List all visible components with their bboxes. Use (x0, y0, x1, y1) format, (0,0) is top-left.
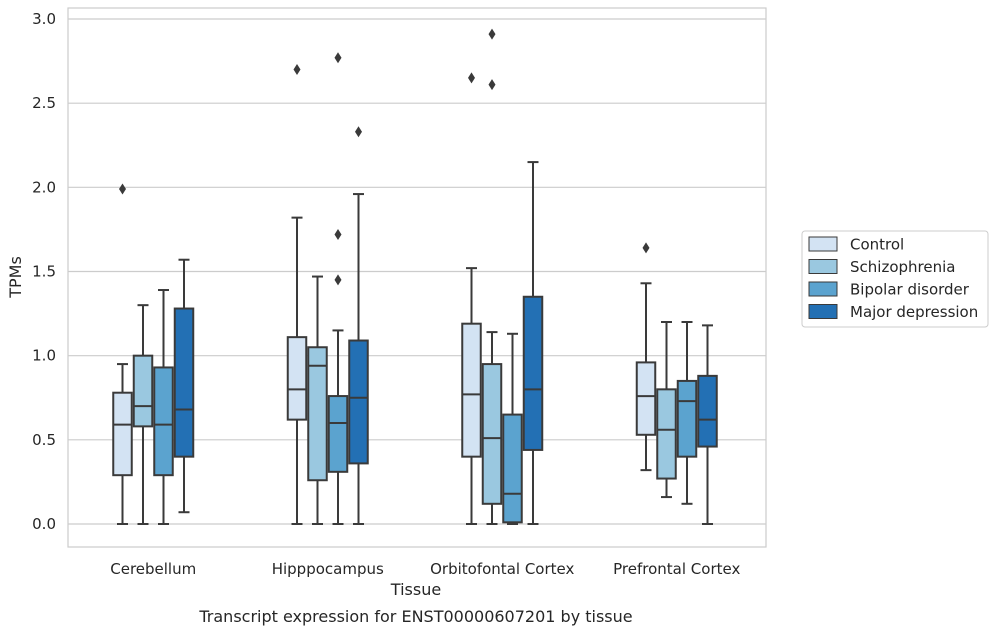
box-body (112, 391, 133, 477)
box-1-4 (635, 242, 657, 472)
legend-swatch (808, 236, 838, 252)
legend-label: Major depression (850, 303, 978, 321)
x-tick-label: Hipppocampus (272, 560, 384, 578)
x-axis-title: Tissue (390, 580, 441, 599)
x-tick-label: Orbitofontal Cortex (430, 560, 574, 578)
outlier-point (468, 72, 475, 84)
box-body (461, 322, 482, 458)
legend: Control Schizophrenia Bipolar disorder Majo… (801, 230, 989, 328)
y-tick-label: 2.5 (32, 94, 56, 112)
y-axis-title: TPMs (6, 256, 25, 299)
outlier-point (119, 183, 126, 195)
box-3-4 (676, 321, 698, 505)
y-tick-label: 2.0 (32, 178, 56, 196)
box-4-1 (173, 258, 195, 514)
box-1-3 (461, 72, 482, 525)
box-body (676, 379, 698, 458)
box-body (697, 374, 718, 448)
box-2-1 (132, 304, 154, 525)
box-2-3 (481, 28, 503, 525)
y-tick-labels: 0.0 0.5 1.0 1.5 2.0 2.5 3.0 (32, 10, 56, 533)
outlier-point (642, 242, 650, 254)
box-4-2 (348, 126, 369, 525)
box-3-3 (502, 332, 523, 525)
boxes (112, 28, 718, 525)
x-tick-label: Prefrontal Cortex (613, 560, 740, 578)
box-body (502, 413, 523, 524)
outlier-point (488, 28, 496, 40)
legend-label: Schizophrenia (850, 258, 955, 276)
box-4-3 (522, 161, 544, 525)
box-body (522, 295, 544, 451)
legend-label: Control (850, 236, 904, 254)
box-3-1 (153, 289, 174, 525)
outlier-point (334, 52, 342, 64)
chart-caption: Transcript expression for ENST0000060720… (198, 607, 632, 626)
box-2-4 (656, 321, 677, 499)
y-tick-label: 1.5 (32, 263, 56, 281)
box-body (153, 366, 174, 477)
box-3-2 (327, 52, 349, 525)
legend-frame (801, 230, 989, 328)
box-1-1 (112, 183, 133, 525)
outlier-point (293, 64, 301, 75)
x-tick-label: Cerebellum (110, 560, 196, 578)
legend-swatch (808, 281, 838, 297)
x-tick-labels: Cerebellum Hipppocampus Orbitofontal Corte… (110, 560, 740, 578)
y-tick-label: 0.5 (32, 431, 56, 449)
outlier-point (355, 126, 362, 138)
box-2-2 (307, 275, 328, 525)
box-body (656, 388, 677, 480)
box-body (307, 346, 328, 482)
box-body (635, 361, 657, 436)
outlier-point (488, 79, 496, 91)
box-body (348, 339, 369, 465)
box-body (286, 336, 308, 421)
box-body (481, 363, 503, 505)
y-tick-label: 3.0 (32, 10, 56, 28)
box-1-2 (286, 64, 308, 525)
y-tick-label: 1.0 (32, 347, 56, 365)
outlier-point (334, 274, 342, 286)
y-tick-label: 0.0 (32, 515, 56, 533)
box-body (173, 307, 195, 458)
box-body (132, 354, 154, 428)
box-body (327, 395, 349, 473)
legend-items: Control Schizophrenia Bipolar disorder Majo… (808, 236, 978, 321)
outlier-point (334, 228, 342, 240)
legend-swatch (808, 259, 838, 274)
legend-label: Bipolar disorder (850, 281, 970, 299)
legend-swatch (808, 304, 838, 319)
box-4-4 (697, 324, 718, 525)
